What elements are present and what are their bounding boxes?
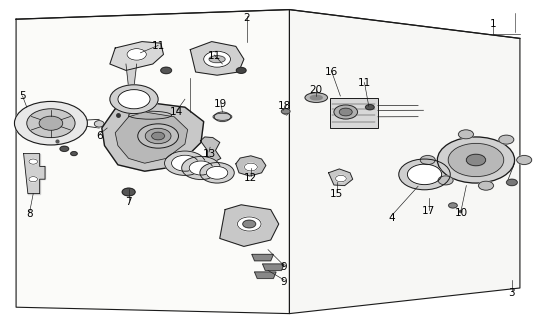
Ellipse shape — [204, 51, 230, 67]
Bar — [330, 98, 378, 128]
Ellipse shape — [310, 95, 322, 100]
Text: 17: 17 — [422, 206, 435, 216]
Ellipse shape — [94, 121, 104, 127]
Text: 19: 19 — [214, 99, 227, 109]
Ellipse shape — [39, 116, 63, 130]
Ellipse shape — [507, 179, 517, 186]
Polygon shape — [200, 137, 221, 162]
Text: 15: 15 — [330, 188, 343, 199]
Ellipse shape — [243, 220, 256, 228]
Polygon shape — [255, 272, 276, 278]
Ellipse shape — [236, 68, 246, 73]
Ellipse shape — [27, 109, 75, 138]
Ellipse shape — [339, 108, 352, 116]
Ellipse shape — [122, 188, 135, 196]
Text: 20: 20 — [310, 84, 323, 95]
Ellipse shape — [438, 176, 453, 185]
Ellipse shape — [466, 154, 486, 166]
Text: 2: 2 — [243, 12, 250, 23]
Text: 18: 18 — [278, 100, 291, 111]
Text: 9: 9 — [281, 262, 287, 272]
Polygon shape — [24, 154, 45, 194]
Ellipse shape — [145, 128, 171, 144]
Polygon shape — [115, 112, 188, 163]
Ellipse shape — [138, 124, 178, 148]
Ellipse shape — [305, 93, 327, 102]
Text: 9: 9 — [281, 276, 287, 287]
Ellipse shape — [172, 155, 198, 171]
Ellipse shape — [479, 181, 494, 190]
Text: 10: 10 — [455, 208, 467, 218]
Polygon shape — [252, 254, 273, 261]
Ellipse shape — [499, 135, 514, 144]
Ellipse shape — [448, 143, 504, 177]
Polygon shape — [289, 10, 520, 314]
Text: 4: 4 — [388, 212, 394, 223]
Ellipse shape — [29, 159, 38, 164]
Ellipse shape — [182, 156, 220, 180]
Ellipse shape — [407, 164, 442, 185]
Ellipse shape — [420, 156, 435, 164]
Ellipse shape — [449, 203, 457, 208]
Ellipse shape — [161, 67, 172, 74]
Text: 13: 13 — [203, 148, 215, 159]
Ellipse shape — [71, 152, 77, 156]
Ellipse shape — [209, 56, 225, 63]
Text: 1: 1 — [490, 19, 496, 29]
Ellipse shape — [200, 163, 234, 183]
Ellipse shape — [29, 177, 38, 182]
Polygon shape — [329, 169, 353, 186]
Ellipse shape — [127, 49, 146, 60]
Ellipse shape — [237, 217, 261, 231]
Text: 7: 7 — [125, 196, 132, 207]
Ellipse shape — [244, 163, 257, 171]
Ellipse shape — [213, 113, 232, 120]
Text: 6: 6 — [96, 131, 102, 141]
Text: 5: 5 — [19, 91, 26, 101]
Ellipse shape — [214, 112, 230, 122]
Polygon shape — [236, 156, 266, 176]
Ellipse shape — [206, 166, 228, 179]
Ellipse shape — [14, 101, 87, 145]
Polygon shape — [190, 42, 244, 75]
Ellipse shape — [399, 159, 450, 190]
Polygon shape — [102, 102, 204, 171]
Ellipse shape — [165, 151, 205, 175]
Ellipse shape — [336, 175, 346, 182]
Text: 11: 11 — [152, 41, 165, 52]
Polygon shape — [16, 10, 289, 314]
Ellipse shape — [281, 109, 290, 114]
Ellipse shape — [366, 105, 374, 110]
Text: 8: 8 — [26, 209, 33, 220]
Ellipse shape — [110, 85, 158, 114]
Ellipse shape — [152, 132, 165, 140]
Ellipse shape — [334, 105, 358, 119]
Text: 16: 16 — [325, 67, 338, 77]
Ellipse shape — [189, 161, 213, 175]
Ellipse shape — [517, 156, 532, 164]
Ellipse shape — [60, 146, 69, 151]
Ellipse shape — [118, 90, 150, 109]
Text: 14: 14 — [170, 107, 183, 117]
Ellipse shape — [458, 130, 473, 139]
Polygon shape — [220, 205, 279, 246]
Polygon shape — [126, 64, 137, 86]
Polygon shape — [263, 264, 284, 270]
Polygon shape — [110, 42, 163, 70]
Text: 3: 3 — [509, 288, 515, 298]
Text: 11: 11 — [358, 78, 371, 88]
Text: 12: 12 — [244, 172, 257, 183]
Text: 11: 11 — [208, 51, 221, 61]
Ellipse shape — [437, 137, 515, 183]
